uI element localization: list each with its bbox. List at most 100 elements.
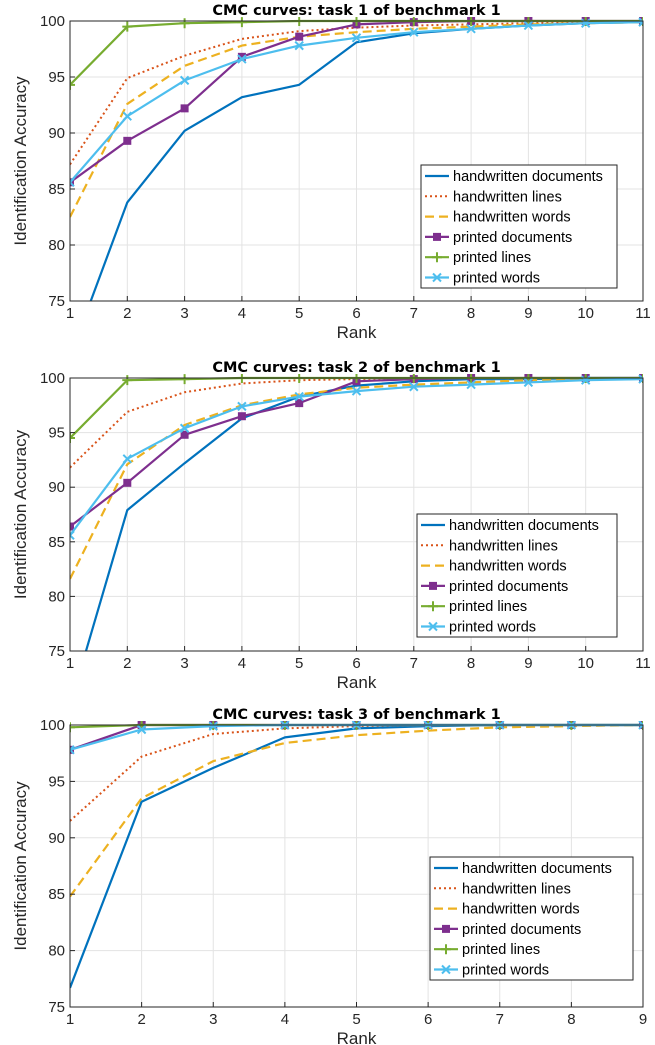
x-tick-label: 2	[137, 1011, 145, 1028]
point-printed-documents	[180, 104, 189, 113]
point-printed-words	[466, 24, 476, 34]
point-printed-lines	[70, 79, 75, 90]
x-tick-label: 5	[295, 305, 303, 322]
point-printed-documents	[295, 32, 304, 41]
legend-label-printed-documents: printed documents	[449, 579, 568, 595]
x-tick-label: 1	[66, 305, 74, 322]
y-tick-label: 90	[48, 479, 65, 496]
point-printed-documents	[237, 412, 246, 421]
point-printed-documents	[180, 430, 189, 439]
legend-marker-printed-lines	[441, 944, 451, 955]
x-tick-label: 1	[66, 655, 74, 672]
x-tick-label: 6	[352, 655, 360, 672]
x-axis-label: Rank	[337, 323, 377, 340]
x-tick-label: 3	[209, 1011, 217, 1028]
x-tick-label: 9	[524, 655, 532, 672]
point-printed-words	[523, 20, 534, 31]
legend-label-handwritten-lines: handwritten lines	[453, 189, 562, 205]
legend: handwritten documents handwritten lines ha…	[420, 164, 618, 289]
y-tick-label: 90	[48, 125, 65, 142]
series-line-handwritten-lines	[70, 377, 643, 469]
point-printed-words	[294, 40, 304, 51]
point-printed-words	[237, 54, 247, 64]
y-tick-label: 75	[48, 643, 65, 660]
x-tick-label: 7	[496, 1011, 504, 1028]
x-tick-label: 6	[352, 305, 360, 322]
point-printed-words	[122, 111, 133, 121]
legend-marker-printed-lines	[428, 601, 438, 612]
legend-marker-printed-documents	[442, 924, 450, 933]
legend-marker-printed-words	[428, 621, 438, 632]
y-tick-label: 95	[48, 69, 65, 86]
x-tick-label: 11	[635, 305, 651, 322]
point-printed-words	[122, 454, 133, 464]
point-printed-documents	[123, 478, 132, 487]
y-tick-label: 100	[40, 13, 65, 30]
point-printed-documents	[70, 522, 74, 531]
x-tick-label: 9	[639, 1011, 647, 1028]
x-tick-label: 4	[281, 1011, 289, 1028]
x-tick-label: 4	[238, 305, 246, 322]
x-tick-label: 3	[180, 655, 188, 672]
point-printed-documents	[123, 136, 132, 145]
x-tick-label: 2	[123, 305, 131, 322]
y-tick-label: 95	[48, 425, 65, 442]
legend-label-handwritten-words: handwritten words	[462, 902, 580, 918]
y-tick-label: 85	[48, 534, 65, 551]
legend-label-printed-lines: printed lines	[449, 599, 527, 615]
legend-marker-printed-documents	[429, 581, 437, 590]
legend-marker-printed-lines	[432, 252, 442, 263]
point-printed-words	[70, 745, 75, 755]
legend: handwritten documents handwritten lines ha…	[429, 856, 634, 981]
legend-label-handwritten-documents: handwritten documents	[462, 861, 612, 877]
x-axis-label: Rank	[337, 1029, 377, 1045]
x-tick-label: 6	[424, 1011, 432, 1028]
legend-label-handwritten-words: handwritten words	[449, 559, 567, 575]
y-tick-label: 100	[40, 717, 65, 734]
chart-title: CMC curves: task 3 of benchmark 1	[212, 707, 500, 723]
point-printed-lines	[236, 17, 247, 28]
point-printed-words	[237, 401, 247, 412]
legend-box	[420, 164, 618, 289]
point-printed-words	[638, 17, 643, 27]
point-printed-documents	[295, 399, 304, 408]
x-tick-label: 2	[123, 655, 131, 672]
legend-label-handwritten-lines: handwritten lines	[449, 538, 558, 554]
legend: handwritten documents handwritten lines ha…	[416, 513, 618, 638]
y-tick-label: 85	[48, 181, 65, 198]
point-printed-words	[409, 382, 419, 392]
y-tick-label: 85	[48, 886, 65, 903]
legend-label-printed-lines: printed lines	[453, 250, 531, 266]
point-printed-lines	[70, 433, 75, 444]
point-printed-words	[638, 721, 643, 730]
legend-box	[429, 856, 634, 981]
y-tick-label: 80	[48, 237, 65, 254]
legend-marker-printed-words	[441, 964, 451, 975]
legend-label-printed-lines: printed lines	[462, 942, 540, 958]
chart-task-3: CMC curves: task 3 of benchmark 1 1 2 3 4 5 6 7…	[11, 707, 647, 1045]
y-axis-label: Identification Accuracy	[11, 429, 30, 599]
point-printed-words	[638, 374, 643, 384]
y-tick-label: 75	[48, 293, 65, 310]
legend-label-handwritten-lines: handwritten lines	[462, 881, 571, 897]
legend-marker-printed-documents	[433, 232, 441, 241]
chart-title: CMC curves: task 1 of benchmark 1	[212, 3, 500, 19]
y-tick-label: 80	[48, 943, 65, 960]
point-printed-lines	[179, 374, 190, 385]
y-axis-label: Identification Accuracy	[11, 781, 30, 951]
point-printed-words	[136, 724, 147, 735]
x-tick-label: 8	[467, 655, 475, 672]
legend-label-printed-words: printed words	[449, 620, 536, 636]
point-printed-words	[179, 423, 190, 433]
chart-task-2: CMC curves: task 2 of benchmark 1 1 2 3 4 5 6 7…	[11, 360, 651, 690]
legend-marker-printed-words	[432, 272, 442, 283]
point-printed-documents	[70, 178, 74, 187]
x-tick-label: 8	[567, 1011, 575, 1028]
legend-label-printed-words: printed words	[453, 271, 540, 287]
legend-label-printed-words: printed words	[462, 963, 549, 979]
x-tick-label: 10	[577, 655, 594, 672]
point-printed-words	[409, 27, 419, 37]
x-tick-label: 9	[524, 305, 532, 322]
legend-label-handwritten-documents: handwritten documents	[453, 169, 603, 185]
x-tick-label: 8	[467, 305, 475, 322]
